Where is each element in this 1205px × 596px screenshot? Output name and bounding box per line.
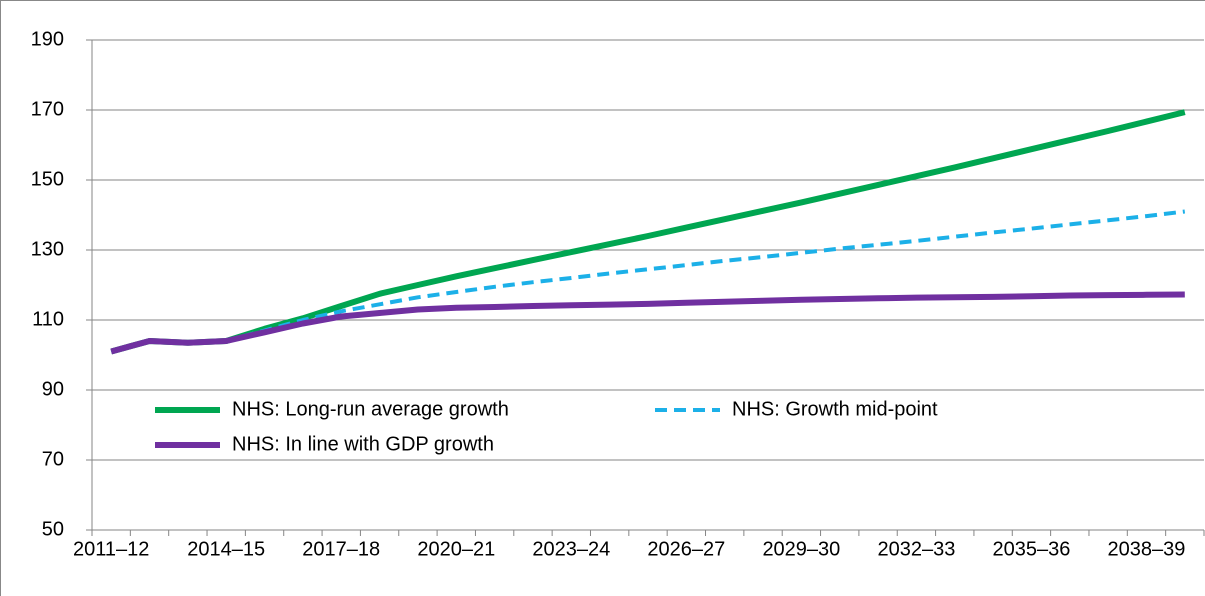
y-tick-label: 110 [32,308,64,330]
legend-label: NHS: Growth mid-point [732,398,938,420]
y-tick-label: 90 [42,378,64,400]
x-tick-label: 2032–33 [877,538,955,560]
legend-label: NHS: In line with GDP growth [232,433,494,455]
x-tick-label: 2014–15 [187,538,265,560]
y-tick-label: 190 [31,28,64,50]
x-tick-label: 2011–12 [73,538,149,560]
y-tick-label: 70 [42,448,64,470]
y-tick-label: 150 [31,168,64,190]
y-tick-label: 170 [31,98,64,120]
x-tick-label: 2038–39 [1108,538,1186,560]
y-tick-label: 130 [31,238,64,260]
legend-label: NHS: Long-run average growth [232,398,509,420]
y-tick-label: 50 [42,518,64,540]
series-line [110,291,1185,355]
x-tick-label: 2026–27 [647,538,725,560]
x-tick-label: 2023–24 [532,538,610,560]
x-tick-label: 2029–30 [762,538,840,560]
x-tick-label: 2017–18 [302,538,380,560]
x-tick-label: 2020–21 [417,538,495,560]
x-tick-label: 2035–36 [993,538,1071,560]
series-line [110,109,1186,355]
